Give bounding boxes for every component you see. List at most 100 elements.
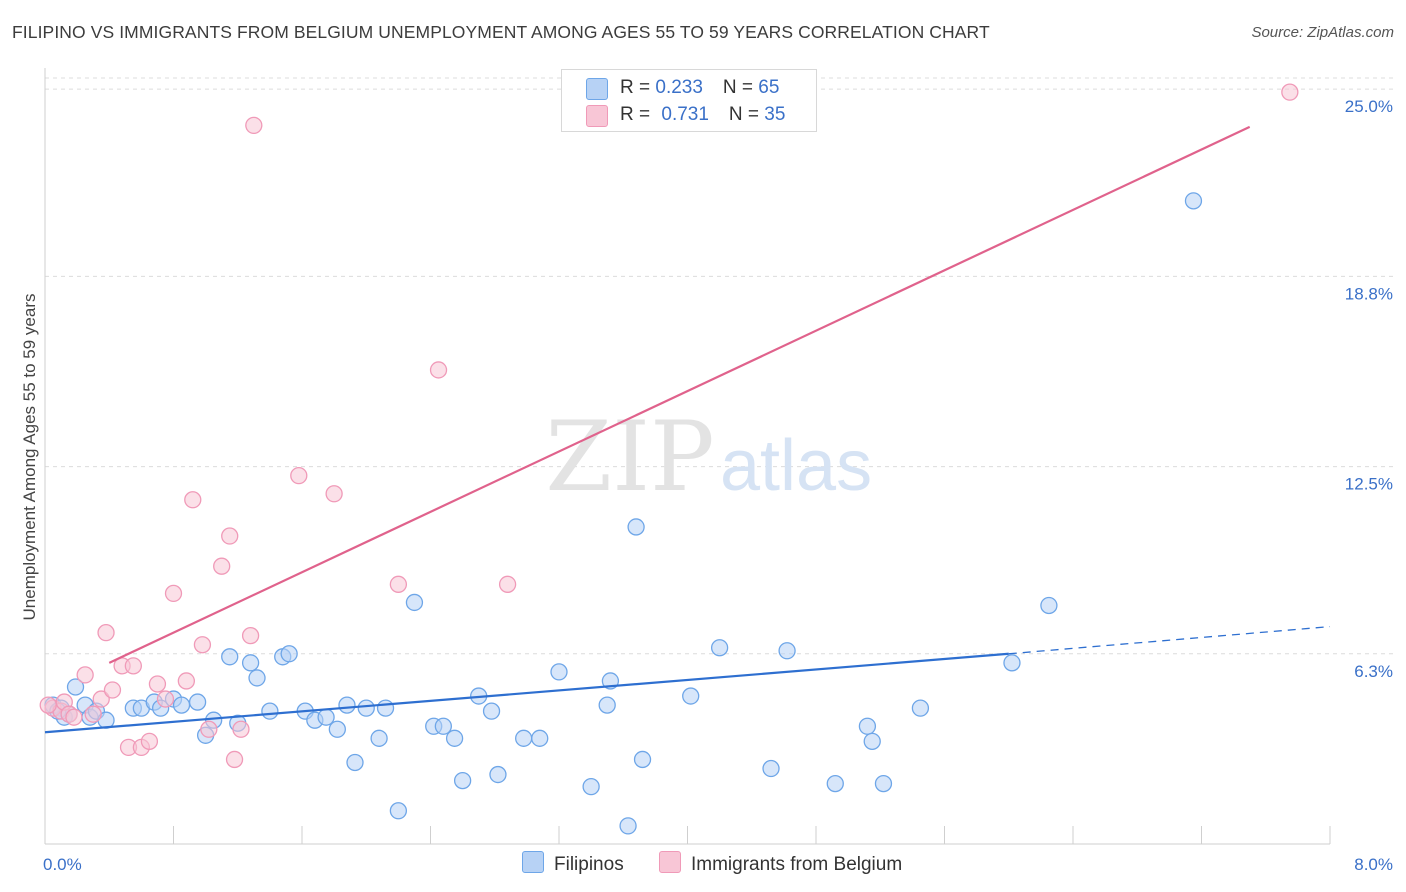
filipino-point: [66, 678, 85, 696]
y-tick-label: 12.5%: [1345, 475, 1393, 494]
belgium-point: [156, 690, 175, 708]
belgium-point: [245, 116, 263, 135]
x-tick-label-max: 8.0%: [1354, 855, 1393, 874]
trend-lines: [44, 125, 1331, 734]
belgium-point: [97, 623, 115, 642]
filipino-point: [710, 639, 729, 657]
legend-swatch-belgium: [586, 105, 608, 127]
x-tick-label-min: 0.0%: [43, 855, 82, 874]
belgium-point: [241, 627, 260, 645]
chart-title: FILIPINO VS IMMIGRANTS FROM BELGIUM UNEM…: [12, 22, 990, 42]
filipino-point: [261, 702, 279, 720]
filipino-point: [370, 729, 388, 747]
y-tick-label: 25.0%: [1345, 97, 1393, 116]
belgium-point: [429, 361, 448, 379]
filipino-point: [682, 687, 700, 705]
watermark: ZIP atlas: [545, 401, 872, 513]
filipino-point: [280, 645, 298, 663]
filipino-point: [405, 593, 424, 612]
filipino-point: [582, 777, 600, 796]
belgium-point: [290, 466, 308, 485]
filipino-point: [434, 717, 453, 735]
watermark-zip: ZIP: [545, 401, 714, 513]
belgium-point: [498, 575, 517, 593]
data-points: [39, 83, 1299, 835]
filipino-point: [357, 699, 375, 717]
legend-swatch-filipinos: [586, 78, 608, 100]
legend-stats-filipinos: R = 0.233 N = 65: [620, 77, 780, 98]
filipino-point: [338, 696, 356, 714]
belgium-point: [1281, 83, 1299, 101]
belgium-point: [213, 557, 231, 575]
filipino-point: [778, 642, 796, 660]
filipino-point: [762, 759, 780, 778]
belgium-point: [232, 720, 250, 738]
filipino-point: [911, 699, 930, 717]
belgium-point: [225, 750, 244, 769]
filipino-point: [826, 774, 844, 793]
filipino-point: [188, 693, 207, 711]
filipino-point: [445, 729, 464, 747]
filipino-point: [619, 817, 637, 835]
filipino-point: [515, 729, 533, 747]
filipino-point: [550, 663, 568, 681]
belgium-point: [65, 708, 83, 726]
filipino-point: [482, 702, 501, 720]
filipino-trend-line: [44, 652, 1009, 734]
filipino-point: [863, 732, 881, 750]
belgium-point: [193, 636, 212, 654]
filipino-point: [346, 753, 364, 772]
watermark-atlas: atlas: [720, 426, 872, 506]
filipino-point: [531, 729, 549, 747]
belgium-point: [184, 491, 202, 509]
belgium-point: [177, 672, 196, 690]
filipino-point: [453, 771, 472, 790]
belgium-point: [221, 527, 239, 545]
belgium-point: [76, 666, 94, 684]
axes: [44, 68, 1331, 845]
bottom-legend-swatch-filipinos: [522, 851, 544, 873]
filipino-point: [1040, 596, 1058, 615]
bottom-legend-belgium: Immigrants from Belgium: [659, 851, 902, 876]
filipino-point: [221, 648, 239, 666]
y-tick-label: 18.8%: [1345, 284, 1393, 303]
chart-source: Source: ZipAtlas.com: [1251, 24, 1394, 41]
filipino-point: [489, 765, 507, 784]
belgium-point: [325, 485, 343, 503]
belgium-point: [200, 720, 218, 738]
bottom-legend-filipinos: Filipinos: [522, 851, 624, 876]
filipino-point: [633, 750, 652, 769]
filipino-point: [858, 717, 877, 735]
filipino-point: [172, 696, 191, 714]
filipino-point: [248, 669, 266, 687]
bottom-legend-swatch-belgium: [659, 851, 681, 873]
filipino-point: [389, 802, 408, 820]
belgium-point: [84, 705, 102, 723]
bottom-legend-label-belgium: Immigrants from Belgium: [691, 854, 903, 875]
filipino-point: [598, 696, 616, 714]
grid-lines: [45, 77, 1395, 655]
bottom-legend-label-filipinos: Filipinos: [554, 854, 624, 875]
filipino-point: [241, 654, 260, 672]
belgium-point: [140, 732, 159, 750]
filipino-point: [1003, 654, 1021, 672]
filipino-point: [328, 720, 346, 738]
legend-box: R = 0.233 N = 65 R = 0.731 N = 35: [561, 69, 817, 132]
belgium-point: [124, 657, 142, 675]
belgium-point: [39, 696, 57, 714]
belgium-point: [92, 690, 110, 708]
filipino-point: [627, 518, 645, 536]
tick-labels: 6.3% 12.5% 18.8% 25.0% 0.0% 8.0%: [43, 97, 1393, 874]
legend-stats-belgium: R = 0.731 N = 35: [620, 104, 786, 125]
filipino-point: [376, 699, 395, 717]
y-tick-label: 6.3%: [1354, 662, 1393, 681]
belgium-point: [148, 675, 167, 693]
filipino-point: [874, 774, 893, 793]
belgium-trend-line: [108, 125, 1251, 664]
belgium-point: [164, 584, 183, 603]
filipino-point: [1184, 192, 1203, 210]
belgium-point: [389, 575, 408, 593]
belgium-point: [103, 681, 122, 699]
filipino-trend-extension: [1008, 625, 1331, 655]
